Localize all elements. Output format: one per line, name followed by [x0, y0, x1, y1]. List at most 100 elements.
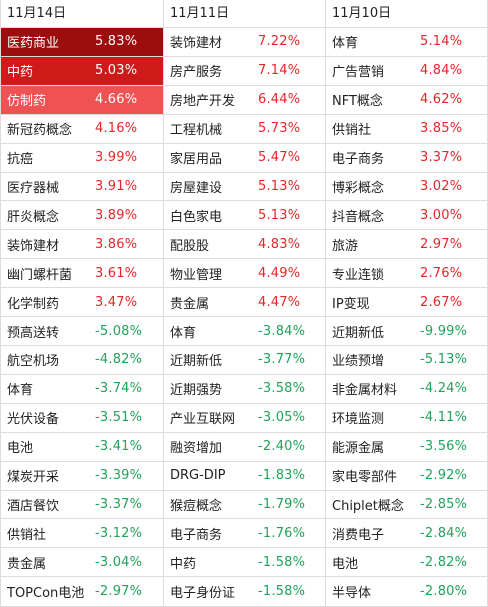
sector-row[interactable]: 贵金属 4.47% — [164, 288, 325, 318]
sector-row[interactable]: 抖音概念 3.00% — [326, 201, 487, 231]
sector-row[interactable]: 中药 5.03% — [1, 56, 163, 86]
sector-name: IP变现 — [332, 296, 370, 312]
sector-row[interactable]: 酒店餐饮 -3.37% — [1, 491, 163, 520]
sector-name: 化学制药 — [7, 296, 60, 312]
sector-name: 光伏设备 — [7, 412, 60, 428]
sector-row[interactable]: 白色家电 5.13% — [164, 201, 325, 231]
sector-row[interactable]: 贵金属 -3.04% — [1, 548, 163, 578]
sector-row[interactable]: 广告营销 4.84% — [326, 57, 487, 86]
sector-name: 配股股 — [170, 238, 210, 254]
sector-row[interactable]: 化学制药 3.47% — [1, 288, 163, 318]
sector-row[interactable]: 房产服务 7.14% — [164, 57, 325, 86]
sector-change-percent: -3.74% — [95, 381, 143, 397]
sector-row[interactable]: 航空机场 -4.82% — [1, 346, 163, 375]
sector-name: NFT概念 — [332, 94, 383, 110]
sector-row[interactable]: 融资增加 -2.40% — [164, 433, 325, 462]
sector-name: 能源金属 — [332, 441, 385, 457]
sector-row[interactable]: 非金属材料 -4.24% — [326, 375, 487, 404]
sector-row[interactable]: 体育 5.14% — [326, 28, 487, 57]
sector-row[interactable]: 肝炎概念 3.89% — [1, 201, 163, 231]
sector-row[interactable]: 供销社 3.85% — [326, 115, 487, 144]
sector-row[interactable]: 消费电子 -2.84% — [326, 519, 487, 549]
sector-row[interactable]: 猴痘概念 -1.79% — [164, 491, 325, 520]
sector-name: 仿制药 — [7, 94, 47, 110]
sector-name: 电子商务 — [170, 527, 223, 543]
date-column: 11月14日 医药商业 5.83% 中药 5.03% 仿制药 4.66% 新冠药概念 4.16%… — [0, 0, 163, 606]
sector-row[interactable]: 煤炭开采 -3.39% — [1, 462, 163, 491]
sector-change-percent: 5.83% — [95, 34, 138, 50]
sector-name: 博彩概念 — [332, 180, 385, 196]
sector-name: 供销社 — [7, 527, 47, 543]
sector-row[interactable]: 近期新低 -9.99% — [326, 317, 487, 346]
sector-row[interactable]: IP变现 2.67% — [326, 288, 487, 318]
sector-row[interactable]: NFT概念 4.62% — [326, 86, 487, 115]
sector-name: 产业互联网 — [170, 412, 236, 428]
sector-row[interactable]: 体育 -3.74% — [1, 375, 163, 404]
sector-row[interactable]: 半导体 -2.80% — [326, 577, 487, 606]
sector-row[interactable]: 电池 -3.41% — [1, 433, 163, 462]
sector-row[interactable]: 产业互联网 -3.05% — [164, 404, 325, 433]
date-column: 11月11日 装饰建材 7.22% 房产服务 7.14% 房地产开发 6.44% 工程机械 5.… — [163, 0, 325, 606]
sector-row[interactable]: 能源金属 -3.56% — [326, 433, 487, 462]
sector-row[interactable]: 电池 -2.82% — [326, 548, 487, 578]
sector-row[interactable]: 医药商业 5.83% — [1, 28, 163, 57]
sector-change-percent: -3.04% — [95, 554, 143, 570]
sector-change-percent: -5.13% — [420, 352, 468, 368]
sector-change-percent: -4.82% — [95, 352, 143, 368]
sector-row[interactable]: 家电零部件 -2.92% — [326, 462, 487, 491]
sector-row[interactable]: 预高送转 -5.08% — [1, 317, 163, 346]
sector-row[interactable]: 装饰建材 3.86% — [1, 230, 163, 260]
sector-row[interactable]: Chiplet概念 -2.85% — [326, 491, 487, 520]
sector-row[interactable]: 配股股 4.83% — [164, 230, 325, 260]
sector-name: 装饰建材 — [7, 238, 60, 254]
sector-row[interactable]: 房地产开发 6.44% — [164, 86, 325, 115]
sector-change-percent: -3.39% — [95, 468, 143, 484]
sector-row[interactable]: 仿制药 4.66% — [1, 85, 163, 115]
sector-row[interactable]: 供销社 -3.12% — [1, 519, 163, 549]
date-header: 11月10日 — [326, 0, 487, 28]
sector-change-percent: -2.40% — [258, 439, 306, 455]
sector-row[interactable]: 装饰建材 7.22% — [164, 28, 325, 57]
sector-change-percent: -5.08% — [95, 323, 143, 339]
sector-row[interactable]: 体育 -3.84% — [164, 317, 325, 346]
sector-row[interactable]: 近期新低 -3.77% — [164, 346, 325, 375]
sector-row[interactable]: 近期强势 -3.58% — [164, 375, 325, 404]
sector-change-percent: -1.58% — [258, 584, 306, 600]
sector-row[interactable]: 业绩预增 -5.13% — [326, 346, 487, 375]
sector-row[interactable]: 家居用品 5.47% — [164, 144, 325, 173]
sector-row[interactable]: 专业连锁 2.76% — [326, 259, 487, 289]
sector-name: 电子商务 — [332, 152, 385, 168]
sector-row[interactable]: 物业管理 4.49% — [164, 259, 325, 289]
date-header: 11月14日 — [1, 0, 163, 28]
sector-name: 专业连锁 — [332, 267, 385, 283]
sector-name: 医疗器械 — [7, 180, 60, 196]
sector-row[interactable]: 旅游 2.97% — [326, 230, 487, 260]
sector-row[interactable]: 工程机械 5.73% — [164, 115, 325, 144]
sector-change-percent: 7.14% — [258, 63, 301, 79]
sector-name: 白色家电 — [170, 209, 223, 225]
sector-row[interactable]: DRG-DIP -1.83% — [164, 462, 325, 491]
sector-change-percent: -3.84% — [258, 323, 306, 339]
sector-change-percent: 7.22% — [258, 34, 301, 50]
sector-row[interactable]: 抗癌 3.99% — [1, 144, 163, 173]
sector-change-percent: -1.83% — [258, 468, 306, 484]
sector-row[interactable]: 电子商务 -1.76% — [164, 519, 325, 549]
sector-row[interactable]: 环境监测 -4.11% — [326, 404, 487, 433]
sector-row[interactable]: 中药 -1.58% — [164, 548, 325, 578]
sector-row[interactable]: 光伏设备 -3.51% — [1, 404, 163, 433]
sector-change-percent: 4.83% — [258, 236, 301, 252]
sector-row[interactable]: TOPCon电池 -2.97% — [1, 577, 163, 606]
sector-change-percent: -4.24% — [420, 381, 468, 397]
sector-change-percent: -3.77% — [258, 352, 306, 368]
sector-row[interactable]: 幽门螺杆菌 3.61% — [1, 259, 163, 289]
sector-row[interactable]: 房屋建设 5.13% — [164, 173, 325, 202]
sector-row[interactable]: 电子身份证 -1.58% — [164, 577, 325, 606]
sector-row[interactable]: 博彩概念 3.02% — [326, 173, 487, 202]
sector-name: 电子身份证 — [170, 586, 236, 602]
sector-row[interactable]: 电子商务 3.37% — [326, 144, 487, 173]
sector-row[interactable]: 新冠药概念 4.16% — [1, 115, 163, 144]
sector-change-percent: -3.56% — [420, 439, 468, 455]
sector-name: 预高送转 — [7, 325, 60, 341]
sector-row[interactable]: 医疗器械 3.91% — [1, 173, 163, 202]
sector-change-percent: -3.37% — [95, 496, 143, 512]
